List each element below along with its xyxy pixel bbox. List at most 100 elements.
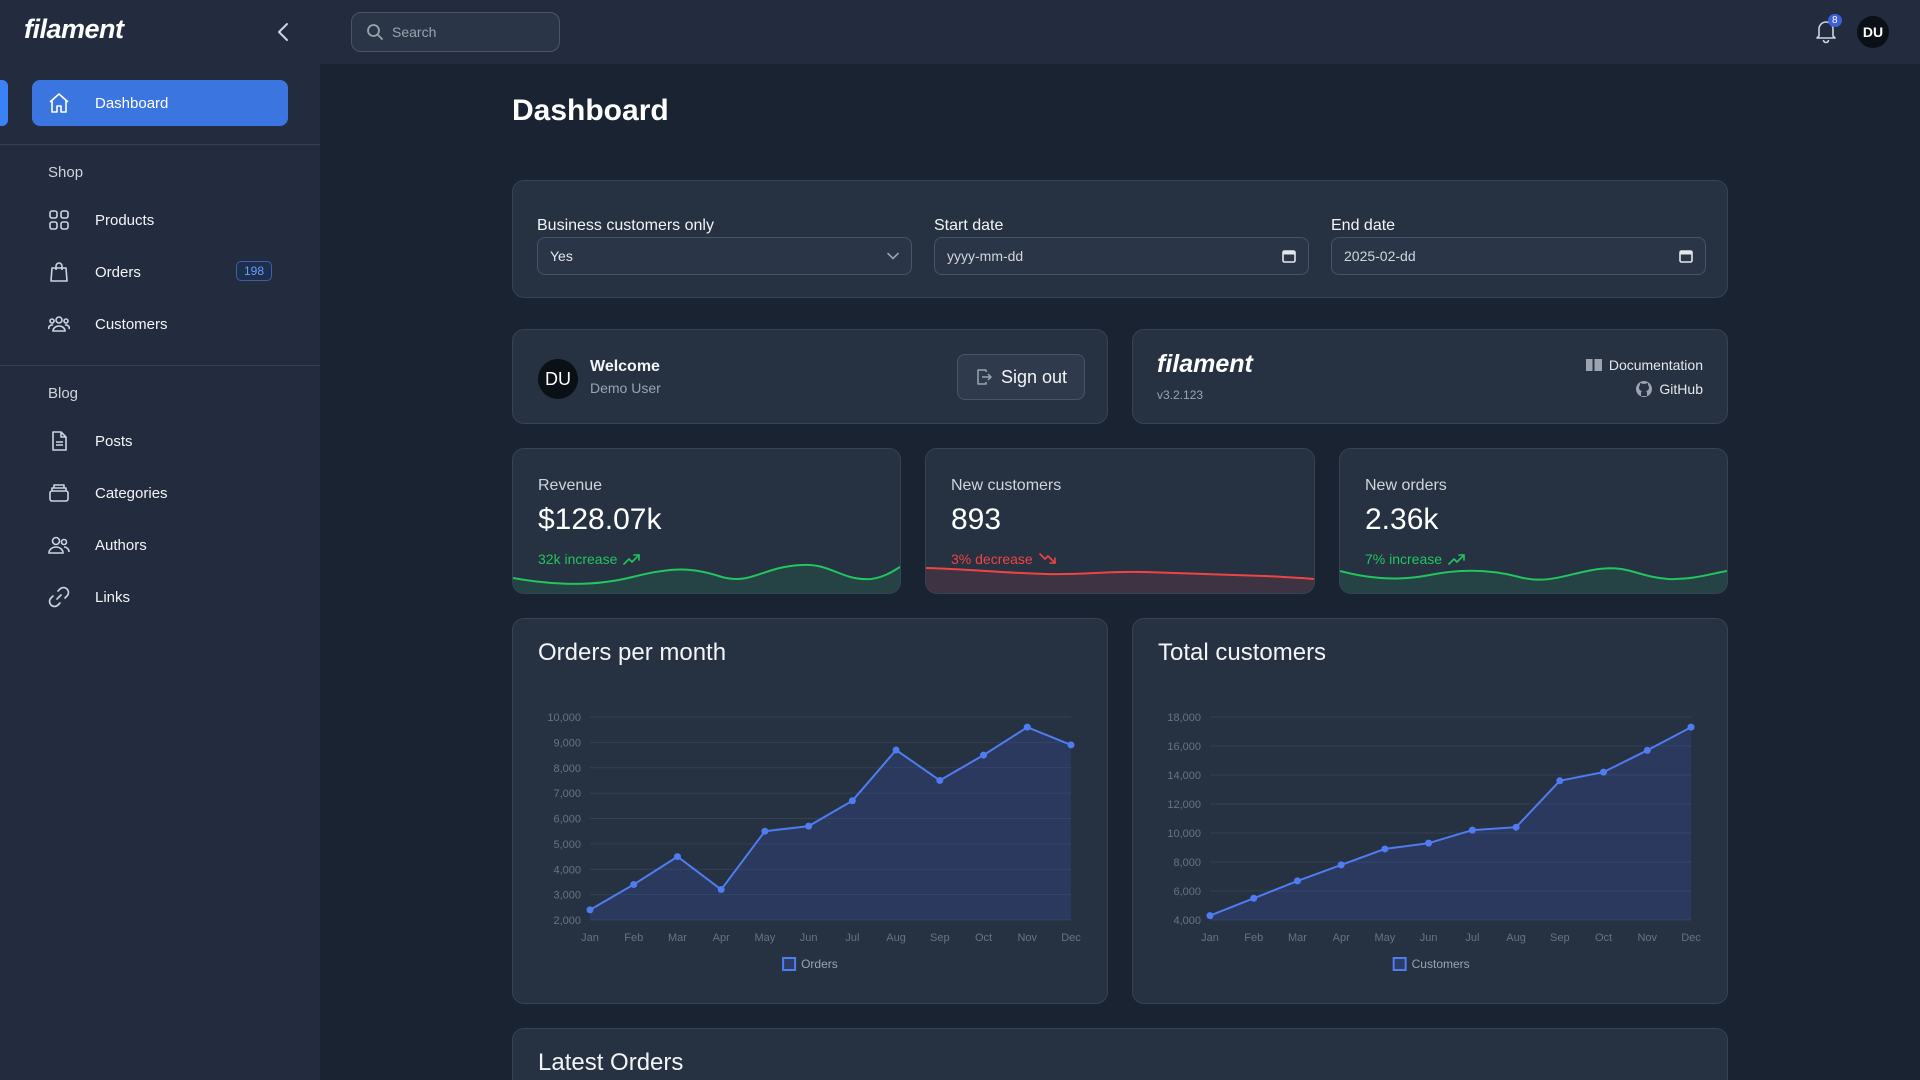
series-line (589, 726, 1072, 911)
account-widget: DU Welcome Demo User Sign out (512, 329, 1108, 424)
data-point[interactable] (1556, 777, 1564, 785)
x-tick-label: Nov (1637, 932, 1657, 944)
filament-logo: filament (1157, 350, 1253, 378)
sidebar-item-products[interactable]: Products (32, 197, 288, 243)
sidebar-item-authors[interactable]: Authors (32, 522, 288, 568)
data-point[interactable] (1600, 768, 1608, 776)
x-tick-label: Oct (975, 932, 992, 944)
new-orders-sparkline (1340, 567, 1727, 593)
data-point[interactable] (1023, 723, 1031, 731)
calendar-icon[interactable] (1679, 249, 1693, 263)
x-tick-label: Aug (886, 932, 906, 944)
sidebar-item-dashboard[interactable]: Dashboard (32, 80, 288, 126)
x-tick-label: Jan (581, 932, 599, 944)
stat-value: $128.07k (538, 503, 662, 536)
new-customers-sparkline (926, 567, 1314, 593)
users-icon (47, 533, 71, 557)
data-point[interactable] (1381, 845, 1389, 853)
calendar-icon[interactable] (1282, 249, 1296, 263)
date-value: 2025-02-dd (1344, 248, 1416, 264)
x-tick-label: Aug (1506, 932, 1526, 944)
data-point[interactable] (1067, 741, 1075, 749)
data-point[interactable] (761, 827, 769, 835)
y-tick-label: 8,000 (553, 763, 581, 775)
orders-chart-card: Orders per month 2,000 3,000 4,000 5,000 6,0… (512, 618, 1108, 1004)
x-tick-label: Sep (1550, 932, 1570, 944)
github-label: GitHub (1659, 381, 1703, 397)
sign-out-label: Sign out (1000, 366, 1068, 387)
sidebar-item-categories[interactable]: Categories (32, 470, 288, 516)
y-tick-label: 10,000 (1167, 828, 1201, 840)
users-group-icon (47, 312, 71, 336)
y-tick-label: 8,000 (1173, 857, 1201, 869)
data-point[interactable] (1425, 839, 1433, 847)
data-point[interactable] (980, 751, 988, 759)
revenue-sparkline (513, 563, 900, 593)
data-point[interactable] (1643, 746, 1651, 754)
sidebar-item-label: Customers (95, 315, 168, 333)
data-point[interactable] (1337, 861, 1345, 869)
trending-up-icon (623, 550, 641, 568)
sidebar-item-customers[interactable]: Customers (32, 301, 288, 347)
brand-logo[interactable]: filament (24, 14, 124, 44)
search-input[interactable] (392, 24, 552, 40)
filament-info-widget: filament v3.2.123 Documentation GitHub (1132, 329, 1728, 424)
collapse-sidebar-button[interactable] (270, 18, 298, 46)
x-tick-label: Jan (1201, 932, 1219, 944)
end-date-input[interactable]: 2025-02-dd (1331, 237, 1706, 275)
y-tick-label: 14,000 (1167, 770, 1201, 782)
data-point[interactable] (848, 797, 856, 805)
stack-icon (47, 481, 71, 505)
legend-label[interactable]: Customers (1412, 957, 1470, 971)
active-indicator (0, 80, 8, 126)
data-point[interactable] (1687, 723, 1695, 731)
sidebar-item-label: Categories (95, 484, 168, 502)
start-date-input[interactable]: yyyy-mm-dd (934, 237, 1309, 275)
data-point[interactable] (805, 822, 813, 830)
customers-chart: 4,000 6,000 8,000 10,000 12,000 14,000 16,000 1… (1167, 712, 1701, 971)
group-label-blog: Blog (48, 385, 79, 402)
data-point[interactable] (586, 906, 594, 914)
data-point[interactable] (936, 776, 944, 784)
data-point[interactable] (1206, 912, 1214, 920)
data-point[interactable] (892, 746, 900, 754)
book-icon (1585, 356, 1603, 374)
y-tick-label: 9,000 (553, 737, 581, 749)
stat-description: 3% decrease (951, 550, 1057, 568)
search-box[interactable] (351, 12, 560, 52)
chevron-down-icon (887, 252, 899, 260)
select-value: Yes (550, 248, 573, 264)
documentation-link[interactable]: Documentation (1585, 356, 1703, 374)
home-icon (47, 91, 71, 115)
data-point[interactable] (673, 853, 681, 861)
legend-label[interactable]: Orders (801, 957, 838, 971)
date-value: yyyy-mm-dd (947, 248, 1024, 264)
business-customers-select[interactable]: Yes (537, 237, 912, 275)
legend-swatch[interactable] (782, 957, 797, 971)
sidebar-item-links[interactable]: Links (32, 574, 288, 620)
data-point[interactable] (1250, 894, 1258, 902)
sidebar-item-label: Dashboard (95, 94, 169, 112)
search-icon (366, 23, 384, 41)
data-point[interactable] (1512, 823, 1520, 831)
y-tick-label: 6,000 (1173, 886, 1201, 898)
data-point[interactable] (717, 886, 725, 894)
sidebar-item-orders[interactable]: Orders 198 (32, 249, 288, 295)
data-point[interactable] (1468, 826, 1476, 834)
data-point[interactable] (630, 880, 638, 888)
legend-swatch[interactable] (1392, 957, 1407, 971)
sign-out-button[interactable]: Sign out (957, 354, 1085, 400)
notifications-button[interactable]: 8 (1814, 14, 1842, 46)
x-tick-label: Nov (1017, 932, 1037, 944)
github-link[interactable]: GitHub (1635, 380, 1703, 398)
x-tick-label: Dec (1681, 932, 1701, 944)
user-avatar[interactable]: DU (1857, 16, 1889, 48)
sidebar-item-posts[interactable]: Posts (32, 418, 288, 464)
x-tick-label: Jun (1420, 932, 1438, 944)
sidebar-item-label: Products (95, 211, 155, 229)
data-point[interactable] (1293, 877, 1301, 885)
user-name: Demo User (590, 380, 661, 396)
notifications-badge: 8 (1828, 14, 1842, 27)
series-area (590, 727, 1071, 920)
grid-icon (47, 208, 71, 232)
